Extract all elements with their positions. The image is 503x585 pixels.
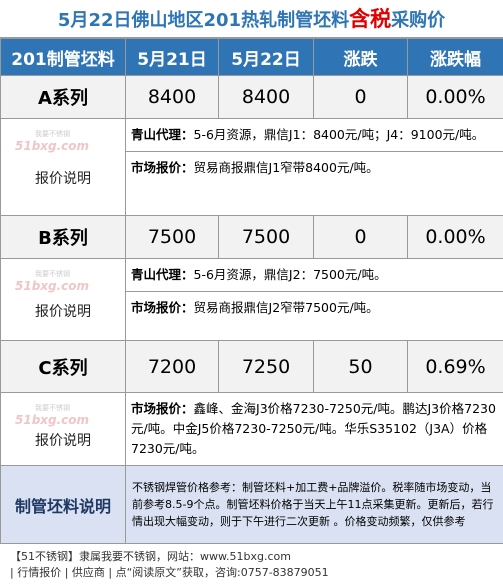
title: 5月22日佛山地区201热轧制管坯料含税采购价 <box>0 0 503 38</box>
watermark-tag: 我要不锈钢 <box>35 269 89 279</box>
value-cell: 7200 <box>126 341 219 393</box>
note: 青山代理：5-6月资源，鼎信J2：7500元/吨。 <box>126 259 503 292</box>
value-cell: 7250 <box>219 341 314 393</box>
value-cell: 50 <box>314 341 408 393</box>
note-text: 贸易商报鼎信J2窄带7500元/吨。 <box>194 300 379 315</box>
notes-cell: 青山代理：5-6月资源，鼎信J1：8400元/吨；J4：9100元/吨。市场报价… <box>126 119 503 216</box>
value-cell: 0 <box>314 76 408 119</box>
note-text: 5-6月资源，鼎信J1：8400元/吨；J4：9100元/吨。 <box>194 127 485 142</box>
note-key: 青山代理： <box>131 127 194 142</box>
value-cell: 0 <box>314 216 408 259</box>
note-key: 市场报价： <box>131 300 194 315</box>
footer-line: | 行情报价 | 供应商 | 点“阅读原文”获取，咨询:0757-8387905… <box>10 565 493 581</box>
note-key: 市场报价： <box>131 160 194 175</box>
watermark-tag: 我要不锈钢 <box>35 403 89 413</box>
note-key: 青山代理： <box>131 267 194 282</box>
title-main: 5月22日佛山地区201热轧制管坯料 <box>58 10 349 31</box>
header-cell: 5月22日 <box>219 39 314 76</box>
footer-line: 【51不锈钢】隶属我要不锈钢，网站：www.51bxg.com <box>10 549 493 565</box>
note-key: 市场报价： <box>131 401 194 416</box>
value-cell: 0.69% <box>408 341 503 393</box>
value-cell: 7500 <box>219 216 314 259</box>
value-cell: 8400 <box>219 76 314 119</box>
notes-cell: 青山代理：5-6月资源，鼎信J2：7500元/吨。市场报价：贸易商报鼎信J2窄带… <box>126 259 503 341</box>
watermark-logo: 51bxg.com <box>15 413 89 427</box>
explanation-label: 制管坯料说明 <box>1 466 126 544</box>
explanation-text: 不锈钢焊管价格参考：制管坯料+加工费+品牌溢价。税率随市场变动，当前参考8.5-… <box>126 466 503 544</box>
header-cell: 涨跌 <box>314 39 408 76</box>
note: 市场报价：贸易商报鼎信J1窄带8400元/吨。 <box>126 152 503 184</box>
value-cell: 0.00% <box>408 76 503 119</box>
header-cell: 5月21日 <box>126 39 219 76</box>
note: 市场报价：鑫峰、金海J3价格7230-7250元/吨。鹏达J3价格7230元/吨… <box>126 393 503 465</box>
watermark-tag: 我要不锈钢 <box>35 129 89 139</box>
note-text: 贸易商报鼎信J1窄带8400元/吨。 <box>194 160 379 175</box>
notes-cell: 市场报价：鑫峰、金海J3价格7230-7250元/吨。鹏达J3价格7230元/吨… <box>126 393 503 466</box>
title-tax: 含税 <box>349 7 391 31</box>
header-cell: 201制管坯料 <box>1 39 126 76</box>
note-text: 5-6月资源，鼎信J2：7500元/吨。 <box>194 267 387 282</box>
watermark-logo: 51bxg.com <box>15 139 89 153</box>
note: 市场报价：贸易商报鼎信J2窄带7500元/吨。 <box>126 292 503 324</box>
value-cell: 8400 <box>126 76 219 119</box>
note: 青山代理：5-6月资源，鼎信J1：8400元/吨；J4：9100元/吨。 <box>126 119 503 152</box>
note-label: 报价说明 <box>1 168 125 188</box>
series-name: A系列 <box>1 76 126 119</box>
footer: 【51不锈钢】隶属我要不锈钢，网站：www.51bxg.com | 行情报价 |… <box>0 544 503 585</box>
value-cell: 0.00% <box>408 216 503 259</box>
watermark-logo: 51bxg.com <box>15 279 89 293</box>
value-cell: 7500 <box>126 216 219 259</box>
explanation-row: 制管坯料说明不锈钢焊管价格参考：制管坯料+加工费+品牌溢价。税率随市场变动，当前… <box>1 466 503 544</box>
note-label: 报价说明 <box>1 430 125 450</box>
note-label: 报价说明 <box>1 301 125 321</box>
title-suffix: 采购价 <box>391 10 445 31</box>
series-name: C系列 <box>1 341 126 393</box>
series-name: B系列 <box>1 216 126 259</box>
header-cell: 涨跌幅 <box>408 39 503 76</box>
